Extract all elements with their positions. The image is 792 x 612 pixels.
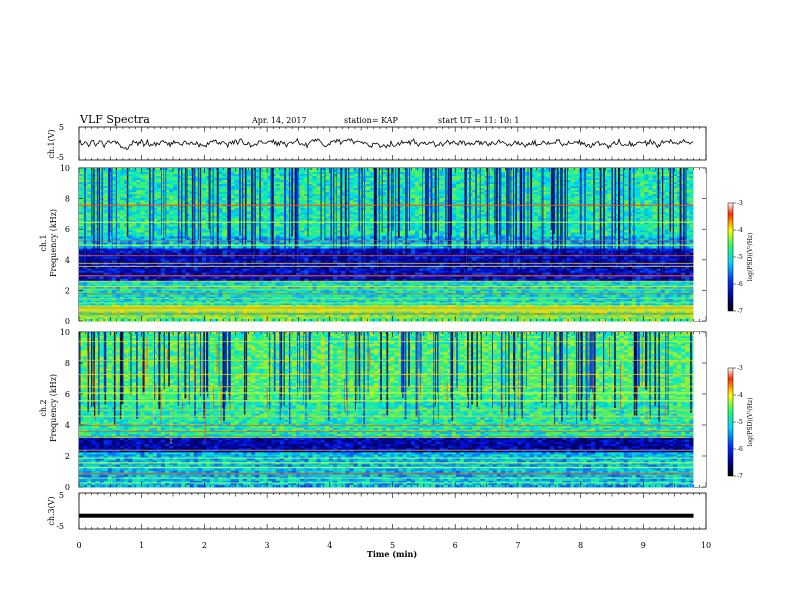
plot-title: VLF Spectra xyxy=(79,113,150,126)
panel-frame-4 xyxy=(79,493,706,529)
station-label: station= KAP xyxy=(344,116,399,125)
start-time-label: start UT = 11: 10: 1 xyxy=(438,116,519,125)
vlf-figure: VLF Spectra Apr. 14, 2017 station= KAP s… xyxy=(0,0,792,612)
date-label: Apr. 14, 2017 xyxy=(251,116,307,125)
ch1-spectrogram xyxy=(79,168,706,321)
vlf-spectra-plot: VLF Spectra Apr. 14, 2017 station= KAP s… xyxy=(0,0,792,612)
